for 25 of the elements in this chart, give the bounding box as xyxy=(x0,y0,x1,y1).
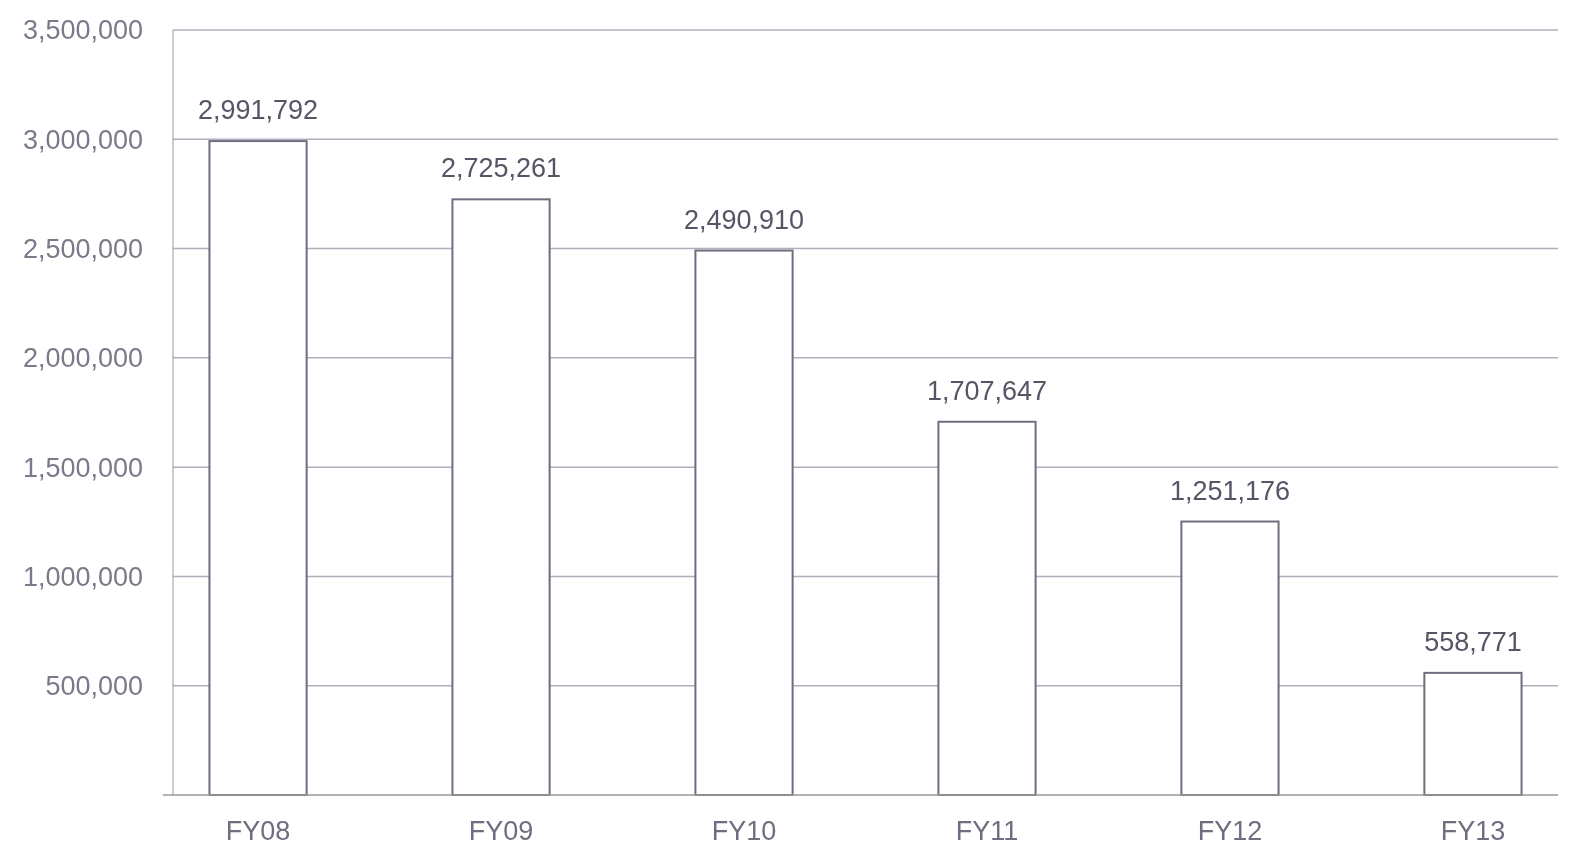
y-tick-label: 3,000,000 xyxy=(22,124,143,155)
bar xyxy=(451,198,551,796)
data-label: 558,771 xyxy=(1424,626,1522,657)
y-tick-label: 3,500,000 xyxy=(22,15,143,46)
x-tick-label: FY10 xyxy=(711,816,777,846)
y-tick-label: 1,000,000 xyxy=(22,561,143,592)
x-tick-label: FY08 xyxy=(225,816,291,846)
data-label: 2,991,792 xyxy=(197,95,319,126)
data-label: 2,725,261 xyxy=(440,153,562,184)
data-label: 1,251,176 xyxy=(1169,475,1291,506)
bar xyxy=(694,249,794,796)
x-tick-label: FY13 xyxy=(1440,816,1506,846)
data-label: 1,707,647 xyxy=(926,375,1048,406)
x-tick-label: FY12 xyxy=(1197,816,1263,846)
bar xyxy=(208,140,308,796)
data-label: 2,490,910 xyxy=(683,204,805,235)
bar xyxy=(937,420,1037,796)
x-tick-label: FY09 xyxy=(468,816,534,846)
y-tick-label: 2,500,000 xyxy=(22,234,143,265)
bar xyxy=(1423,671,1523,796)
y-tick-label: 1,500,000 xyxy=(22,452,143,483)
y-tick-label: 2,000,000 xyxy=(22,343,143,374)
x-tick-label: FY11 xyxy=(955,816,1019,846)
y-tick-label: 500,000 xyxy=(45,671,143,702)
bar xyxy=(1180,520,1280,796)
